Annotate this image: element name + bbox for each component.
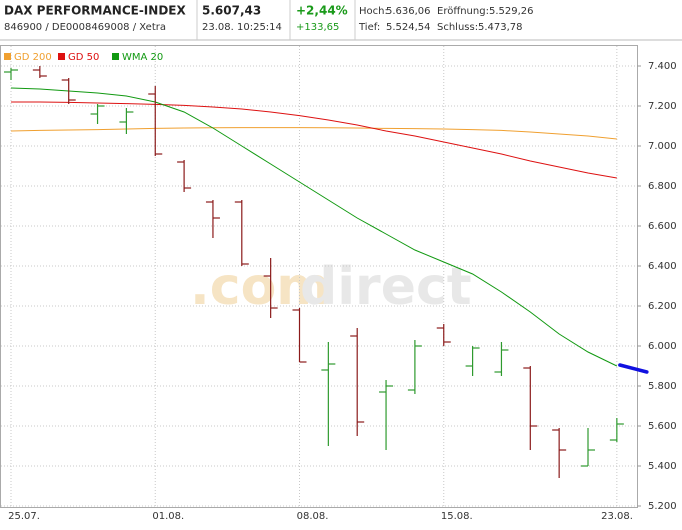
plot-frame (0, 45, 638, 508)
open: 5.529,26 (489, 6, 534, 17)
y-tick-label: 7.200 (648, 101, 677, 112)
legend-label: WMA 20 (122, 52, 163, 63)
y-tick-label: 6.200 (648, 301, 677, 312)
legend-label: GD 50 (68, 52, 99, 63)
price: 5.607,43 (202, 4, 261, 18)
legend-swatch (58, 53, 65, 60)
y-tick-label: 5.200 (648, 501, 677, 512)
ma-line (11, 101, 617, 179)
y-tick-label: 5.800 (648, 381, 677, 392)
change-pct: +2,44% (296, 4, 348, 18)
legend-label: GD 200 (14, 52, 52, 63)
y-tick-label: 5.400 (648, 461, 677, 472)
y-tick-label: 7.400 (648, 61, 677, 72)
change-abs: +133,65 (296, 22, 339, 33)
x-tick-label: 23.08. (601, 511, 633, 522)
x-tick-label: 01.08. (152, 511, 184, 522)
high-label: Hoch: (359, 6, 388, 17)
index-ids: 846900 / DE0008469008 / Xetra (4, 22, 166, 33)
watermark: .com (190, 257, 331, 317)
extension-line (618, 363, 649, 374)
low-label: Tief: (358, 22, 380, 33)
open-label: Eröffnung: (437, 6, 489, 17)
ma-line (10, 127, 617, 140)
close: 5.473,78 (478, 22, 523, 33)
y-tick-label: 6.600 (648, 221, 677, 232)
x-tick-label: 15.08. (441, 511, 473, 522)
y-tick-label: 6.800 (648, 181, 677, 192)
time: 23.08. 10:25:14 (202, 22, 282, 33)
y-tick-label: 6.400 (648, 261, 677, 272)
legend-swatch (4, 53, 11, 60)
legend-swatch (112, 53, 119, 60)
close-label: Schluss: (437, 22, 478, 33)
x-tick-label: 08.08. (297, 511, 329, 522)
index-name: DAX PERFORMANCE-INDEX (4, 4, 186, 18)
y-tick-label: 6.000 (648, 341, 677, 352)
low: 5.524,54 (386, 22, 431, 33)
y-tick-label: 5.600 (648, 421, 677, 432)
y-tick-label: 7.000 (648, 141, 677, 152)
x-tick-label: 25.07. (8, 511, 40, 522)
high: 5.636,06 (386, 6, 431, 17)
ma-line (10, 87, 618, 367)
watermark: direct (300, 257, 472, 317)
